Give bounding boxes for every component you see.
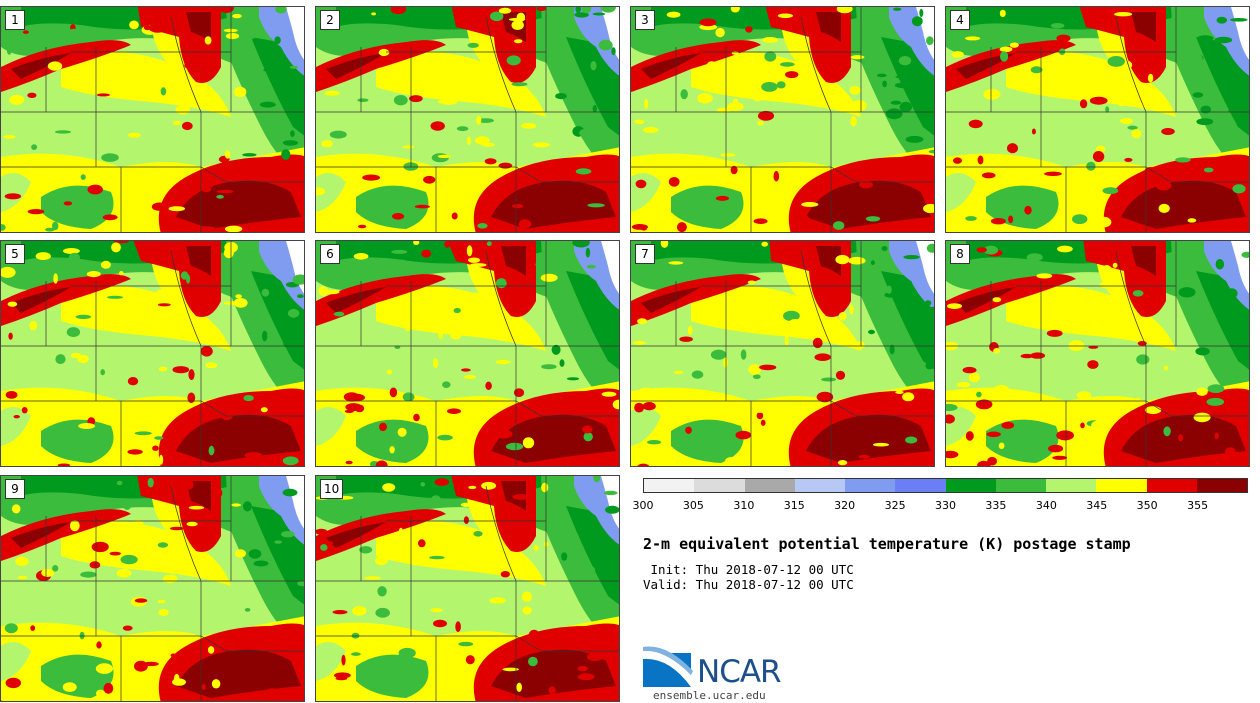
colorbar-tick-label: 340 (1035, 499, 1057, 512)
colorbar-swatch (995, 479, 1046, 492)
website-url[interactable]: ensemble.ucar.edu (653, 689, 766, 702)
theta-e-map (631, 241, 934, 466)
colorbar-tick-label: 350 (1136, 499, 1158, 512)
colorbar-swatch (1046, 479, 1097, 492)
stamp-number: 10 (320, 479, 344, 499)
valid-time: Valid: Thu 2018-07-12 00 UTC (643, 577, 854, 592)
colorbar-swatch (1196, 479, 1247, 492)
postage-stamp-map[interactable]: 6 (315, 240, 620, 467)
colorbar-tick-label: 345 (1086, 499, 1108, 512)
stamp-number: 9 (5, 479, 25, 499)
colorbar-swatch (1096, 479, 1147, 492)
theta-e-map (1, 7, 304, 232)
colorbar-tick-label: 310 (733, 499, 755, 512)
colorbar (643, 478, 1248, 493)
stamp-number: 7 (635, 244, 655, 264)
postage-stamp-map[interactable]: 3 (630, 6, 935, 233)
theta-e-map (1, 476, 304, 701)
postage-stamp-map[interactable]: 10 (315, 475, 620, 702)
colorbar-swatch (945, 479, 996, 492)
figure-title: 2-m equivalent potential temperature (K)… (643, 535, 1131, 553)
colorbar-tick-label: 300 (632, 499, 654, 512)
colorbar-swatch (845, 479, 896, 492)
stamp-number: 8 (950, 244, 970, 264)
postage-stamp-map[interactable]: 2 (315, 6, 620, 233)
colorbar-tick-label: 330 (935, 499, 956, 512)
theta-e-map (946, 241, 1249, 466)
ncar-logo: NCAR (643, 645, 793, 689)
postage-stamp-map[interactable]: 1 (0, 6, 305, 233)
postage-stamp-map[interactable]: 4 (945, 6, 1250, 233)
stamp-number: 2 (320, 10, 340, 30)
theta-e-map (1, 241, 304, 466)
colorbar-swatch (744, 479, 795, 492)
colorbar-tick-label: 320 (834, 499, 856, 512)
theta-e-map (316, 7, 619, 232)
postage-stamp-map[interactable]: 7 (630, 240, 935, 467)
postage-stamp-map[interactable]: 5 (0, 240, 305, 467)
colorbar-swatch (694, 479, 745, 492)
colorbar-tick-label: 315 (783, 499, 805, 512)
theta-e-map (316, 241, 619, 466)
colorbar-tick-label: 355 (1187, 499, 1209, 512)
stamp-number: 6 (320, 244, 340, 264)
colorbar-swatch (794, 479, 845, 492)
init-time: Init: Thu 2018-07-12 00 UTC (643, 562, 854, 577)
postage-stamp-map[interactable]: 8 (945, 240, 1250, 467)
colorbar-tick-label: 335 (985, 499, 1007, 512)
theta-e-map (316, 476, 619, 701)
theta-e-map (631, 7, 934, 232)
stamp-number: 4 (950, 10, 970, 30)
colorbar-tick-label: 325 (884, 499, 906, 512)
colorbar-swatch (1146, 479, 1197, 492)
colorbar-swatch (644, 479, 695, 492)
stamp-number: 3 (635, 10, 655, 30)
stamp-number: 5 (5, 244, 25, 264)
ncar-logo-text: NCAR (697, 654, 782, 690)
stamp-number: 1 (5, 10, 25, 30)
postage-stamp-map[interactable]: 9 (0, 475, 305, 702)
theta-e-map (946, 7, 1249, 232)
colorbar-swatch (895, 479, 946, 492)
colorbar-ticks: 300 305 310 315 320 325 330 335 340 345 350 355 (633, 499, 1248, 513)
colorbar-tick-label: 305 (682, 499, 704, 512)
ncar-swoosh-icon (643, 646, 693, 687)
